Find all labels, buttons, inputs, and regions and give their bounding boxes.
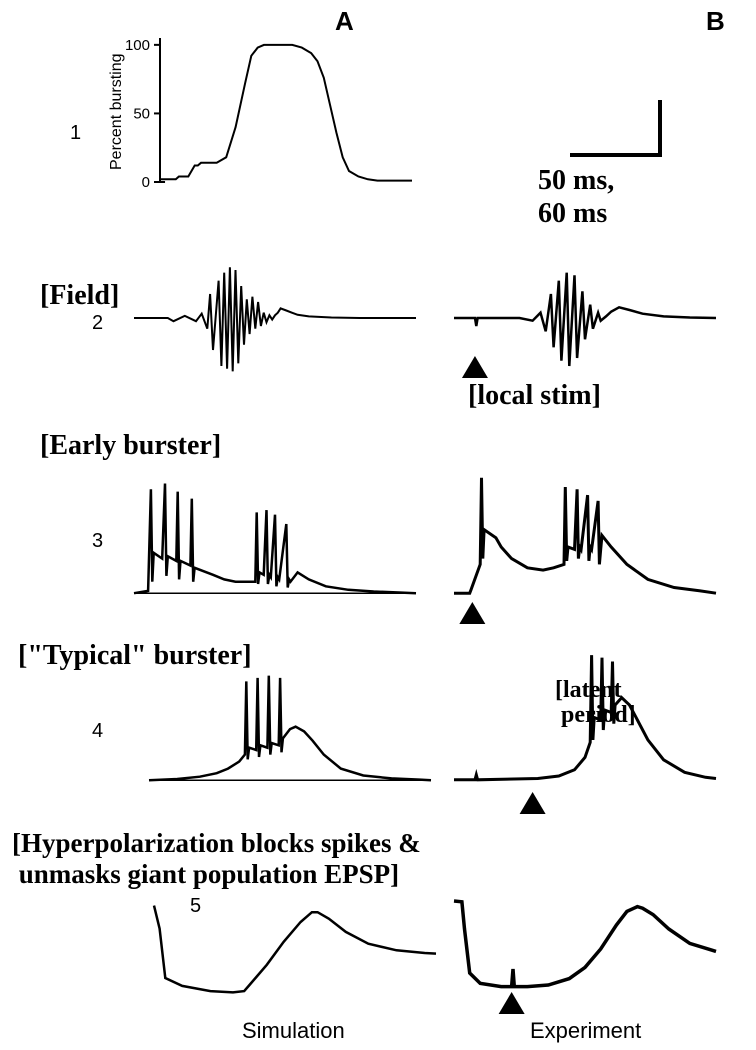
row3-stim-marker: [450, 600, 720, 630]
row-num-4: 4: [92, 720, 103, 743]
row4-sim: [145, 660, 435, 790]
svg-text:50: 50: [133, 105, 150, 122]
scale-bar-label-2: 60 ms: [538, 198, 607, 230]
scale-bar: [550, 90, 690, 170]
row4-stim-marker: [450, 790, 720, 820]
row5-sim: [150, 895, 440, 1005]
svg-text:100: 100: [125, 37, 150, 54]
col-title-experiment: Experiment: [530, 1018, 641, 1044]
scale-bar-label-1: 50 ms,: [538, 165, 614, 197]
row-num-1: 1: [70, 122, 81, 145]
label-local-stim: [local stim]: [468, 380, 601, 412]
row-num-2: 2: [92, 312, 103, 335]
panel-label-b: B: [706, 6, 725, 37]
row-num-3: 3: [92, 530, 103, 553]
label-hyperpol: [Hyperpolarization blocks spikes & unmas…: [12, 828, 421, 890]
col-title-simulation: Simulation: [242, 1018, 345, 1044]
svg-text:0: 0: [142, 174, 150, 191]
row3-sim: [130, 468, 420, 603]
row5-exp: [450, 885, 720, 1005]
row1-chart: 0 50 100: [120, 30, 420, 200]
label-field: [Field]: [40, 280, 119, 312]
row5-stim-marker: [450, 990, 720, 1020]
row3-exp: [450, 468, 720, 603]
label-early-burster: [Early burster]: [40, 430, 221, 462]
label-latent-period: [latent period]: [555, 678, 636, 728]
row2-sim: [130, 258, 420, 378]
